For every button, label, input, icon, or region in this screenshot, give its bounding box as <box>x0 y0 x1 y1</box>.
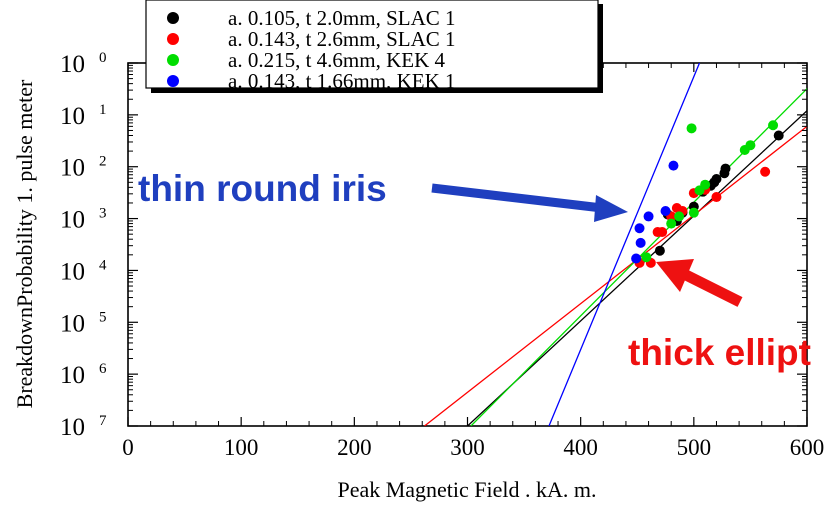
x-tick-label-6: 600 <box>790 435 825 460</box>
y-tick-label-6: 10 <box>60 362 85 389</box>
data-point-s3-6 <box>700 179 711 190</box>
y-tick-label-exp-4: 4 <box>99 257 107 273</box>
data-point-s3-2 <box>666 218 677 229</box>
y-tick-label-exp-1: 1 <box>99 102 107 118</box>
data-point-s4-1 <box>631 253 642 264</box>
legend-label-2: a. 0.143, t 2.6mm, SLAC 1 <box>228 27 456 51</box>
x-axis-label: Peak Magnetic Field . kA. m. <box>337 477 596 502</box>
data-points <box>631 120 784 268</box>
fit-line-2 <box>424 125 807 426</box>
data-point-s3-4 <box>688 207 699 218</box>
y-tick-label-7: 10 <box>60 414 85 441</box>
x-tick-label-4: 400 <box>563 435 598 460</box>
annotation-thin-round-iris-arrowhead <box>594 195 628 222</box>
data-point-s3-7 <box>686 123 697 134</box>
legend-label-1: a. 0.105, t 2.0mm, SLAC 1 <box>228 6 456 30</box>
y-tick-label-5: 10 <box>60 310 85 337</box>
legend: a. 0.105, t 2.0mm, SLAC 1a. 0.143, t 2.6… <box>145 0 603 93</box>
annotation-thick-ellipt-arrowhead <box>656 259 694 292</box>
x-tick-labels: 0 100 200 300 400 500 600 <box>122 435 824 460</box>
y-tick-label-exp-0: 0 <box>99 50 107 66</box>
annotation-thin-round-iris-arrow <box>431 183 603 213</box>
axis-ticks <box>127 62 808 427</box>
y-tick-label-4: 10 <box>60 258 85 285</box>
y-tick-label-exp-6: 6 <box>99 361 107 377</box>
y-tick-label-2: 10 <box>60 155 85 182</box>
legend-marker-1 <box>167 12 179 24</box>
legend-items: a. 0.105, t 2.0mm, SLAC 1a. 0.143, t 2.6… <box>167 6 456 93</box>
data-point-s4-4 <box>643 211 654 222</box>
legend-marker-2 <box>167 33 179 45</box>
data-point-s2-4 <box>657 227 668 238</box>
legend-label-4: a. 0.143, t 1.66mm, KEK 1 <box>228 69 455 93</box>
y-tick-label-exp-7: 7 <box>99 413 107 429</box>
x-tick-label-5: 500 <box>677 435 712 460</box>
data-point-s2-10 <box>711 192 722 203</box>
y-tick-label-0: 10 <box>60 51 85 78</box>
legend-label-3: a. 0.215, t 4.6mm, KEK 4 <box>228 48 445 72</box>
data-point-s4-3 <box>634 223 645 234</box>
data-point-s2-11 <box>760 166 771 177</box>
data-point-s1-1 <box>654 245 665 256</box>
x-tick-label-1: 100 <box>224 435 259 460</box>
data-point-s3-10 <box>768 120 779 131</box>
y-tick-label-exp-3: 3 <box>99 206 107 222</box>
data-point-s1-9 <box>711 173 722 184</box>
y-axis-label: BreakdownProbability 1. pulse meter <box>12 79 37 408</box>
legend-marker-4 <box>167 75 179 87</box>
data-point-s3-9 <box>745 140 756 151</box>
annotation-thick-ellipt-text: thick ellipt <box>628 332 811 373</box>
data-point-s1-11 <box>720 163 731 174</box>
data-point-s3-3 <box>674 211 685 222</box>
data-point-s3-1 <box>641 252 652 263</box>
data-point-s4-2 <box>635 237 646 248</box>
fit-line-4 <box>548 63 701 426</box>
legend-marker-3 <box>167 54 179 66</box>
y-tick-label-1: 10 <box>60 103 85 130</box>
x-tick-label-0: 0 <box>122 435 134 460</box>
legend-box <box>145 0 599 89</box>
annotation-thick-ellipt: thick ellipt <box>628 259 811 373</box>
y-tick-label-exp-5: 5 <box>99 309 107 325</box>
data-point-s4-6 <box>668 160 679 171</box>
x-tick-label-3: 300 <box>450 435 485 460</box>
y-tick-label-3: 10 <box>60 207 85 234</box>
annotation-thick-ellipt-arrow <box>683 270 743 307</box>
data-point-s1-12 <box>773 130 784 141</box>
annotation-thin-round-iris: thin round iris <box>138 168 628 222</box>
y-tick-labels: 10 0 10 1 10 2 10 3 10 4 10 5 10 6 10 7 <box>60 50 107 441</box>
annotation-thin-round-iris-text: thin round iris <box>138 168 387 209</box>
x-tick-label-2: 200 <box>337 435 372 460</box>
y-tick-label-exp-2: 2 <box>99 154 107 170</box>
data-point-s4-5 <box>660 205 671 216</box>
